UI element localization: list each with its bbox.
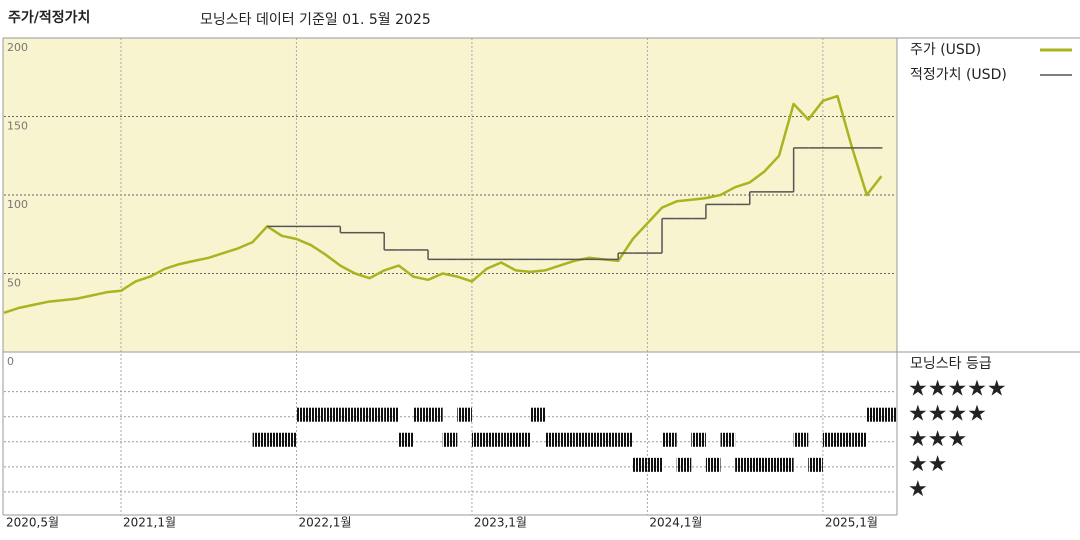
rating-bar bbox=[281, 432, 297, 447]
rating-bar bbox=[735, 457, 750, 472]
rating-tick-label: ★★ bbox=[908, 452, 947, 477]
x-tick-label: 2025,1월 bbox=[825, 516, 878, 530]
rating-bar bbox=[398, 432, 414, 447]
rating-bar bbox=[793, 432, 809, 447]
y-tick-label: 50 bbox=[7, 277, 21, 290]
rating-bar bbox=[442, 432, 458, 447]
rating-bar bbox=[501, 432, 516, 447]
rating-bar bbox=[647, 457, 663, 472]
rating-title: 모닝스타 등급 bbox=[910, 356, 992, 372]
rating-bar bbox=[340, 407, 355, 422]
rating-bar bbox=[311, 407, 326, 422]
x-tick-label: 2023,1월 bbox=[474, 516, 527, 530]
rating-bar bbox=[603, 432, 619, 447]
rating-bar bbox=[471, 432, 487, 447]
rating-bar bbox=[588, 432, 604, 447]
rating-bar bbox=[545, 432, 560, 447]
rating-bar bbox=[764, 457, 780, 472]
rating-bar bbox=[369, 407, 385, 422]
rating-bar bbox=[837, 432, 853, 447]
rating-tick-label: ★★★★★ bbox=[908, 377, 1007, 402]
price-line bbox=[3, 94, 883, 314]
rating-bar bbox=[720, 432, 736, 447]
rating-bar bbox=[413, 407, 429, 422]
rating-bar bbox=[325, 407, 341, 422]
rating-bar bbox=[881, 407, 896, 422]
rating-bar bbox=[618, 432, 633, 447]
rating-bar bbox=[662, 432, 677, 447]
rating-bar bbox=[691, 432, 706, 447]
rating-bar bbox=[852, 432, 867, 447]
rating-bar bbox=[749, 457, 765, 472]
rating-bar bbox=[574, 432, 589, 447]
legend-label: 적정가치 (USD) bbox=[910, 67, 1007, 83]
chart-title: 주가/적정가치 bbox=[8, 9, 90, 26]
rating-bar bbox=[676, 457, 692, 472]
x-tick-label: 2021,1월 bbox=[123, 516, 176, 530]
rating-bar bbox=[384, 407, 399, 422]
rating-bar bbox=[530, 407, 546, 422]
rating-tick-label: ★★★★ bbox=[908, 402, 987, 427]
chart-subtitle: 모닝스타 데이터 기준일 01. 5월 2025 bbox=[200, 12, 431, 28]
rating-bar bbox=[486, 432, 502, 447]
rating-bar bbox=[822, 432, 838, 447]
y-tick-label: 200 bbox=[7, 41, 28, 54]
rating-bar bbox=[779, 457, 794, 472]
legend-label: 주가 (USD) bbox=[910, 42, 981, 58]
rating-bar bbox=[808, 457, 823, 472]
x-tick-label: 2022,1월 bbox=[298, 516, 351, 530]
y-tick-label: 150 bbox=[7, 120, 28, 133]
rating-tick-label: ★ bbox=[908, 477, 928, 502]
rating-bar bbox=[428, 407, 443, 422]
y-tick-label: 0 bbox=[7, 355, 14, 368]
rating-bar bbox=[457, 407, 472, 422]
x-tick-label: 2024,1월 bbox=[649, 516, 702, 530]
rating-bar bbox=[866, 407, 882, 422]
rating-bar bbox=[632, 457, 648, 472]
rating-tick-label: ★★★ bbox=[908, 427, 967, 452]
x-tick-label: 2020,5월 bbox=[6, 516, 59, 530]
rating-bar bbox=[705, 457, 721, 472]
rating-bar bbox=[296, 407, 312, 422]
rating-bar bbox=[252, 432, 268, 447]
rating-bar bbox=[267, 432, 282, 447]
rating-bar bbox=[559, 432, 575, 447]
rating-bar bbox=[515, 432, 531, 447]
rating-bar bbox=[354, 407, 370, 422]
y-tick-label: 100 bbox=[7, 198, 28, 211]
